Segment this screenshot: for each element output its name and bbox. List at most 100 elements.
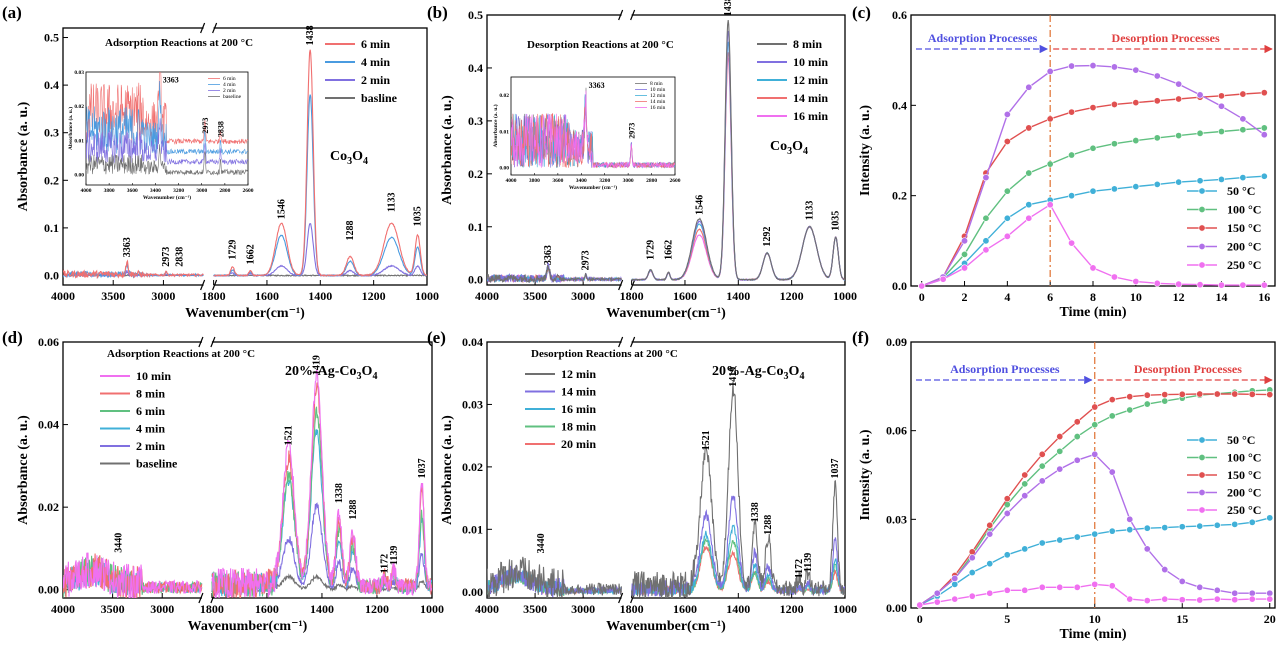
data-point <box>933 598 941 606</box>
legend-marker <box>1198 506 1206 514</box>
x-axis-title: Wavenumber(cm⁻¹) <box>606 306 726 321</box>
y-tick-label: 0.00 <box>886 601 907 615</box>
plot-frame <box>910 341 1276 609</box>
x-tick-label: 16 <box>1258 290 1270 304</box>
axis-break-mark <box>212 22 218 34</box>
data-point <box>1068 108 1076 116</box>
data-point <box>961 237 969 245</box>
x-tick-label: 14 <box>1215 290 1227 304</box>
adsorption-label: Adsorption Processes <box>950 362 1060 376</box>
x-axis-title: Wavenumber(cm⁻¹) <box>185 306 305 321</box>
data-point <box>1003 495 1011 503</box>
series-group <box>63 49 427 280</box>
data-point <box>1153 279 1161 287</box>
inset-series-line <box>86 72 248 146</box>
data-point <box>1089 264 1097 272</box>
axis-break-mark <box>198 336 204 348</box>
axis-break-mark <box>200 22 206 34</box>
peak-label: 1338 <box>750 502 761 522</box>
y-tick-label: 0.5 <box>44 31 59 45</box>
data-point <box>1196 583 1204 591</box>
y-tick-label: 0.00 <box>462 585 483 599</box>
legend-label: 10 min <box>793 55 828 69</box>
inset-x-tick-label: 4000 <box>506 178 517 184</box>
legend-label: 4 min <box>361 55 390 69</box>
x-tick-label: 1400 <box>726 602 750 616</box>
x-tick-label: 1000 <box>833 289 857 303</box>
x-tick-label: 1000 <box>833 602 857 616</box>
inset-series-group <box>511 87 675 169</box>
peak-label: 2838 <box>175 247 186 267</box>
inset-x-tick-label: 3600 <box>552 178 563 184</box>
series-line <box>211 406 432 597</box>
legend-marker <box>1198 488 1206 496</box>
inset-plot: 4000 3800 3600 3400 3200 3000 2800 2600 0.00 0.01… <box>492 76 681 191</box>
x-axis-title: Wavenumber(cm⁻¹) <box>188 619 308 634</box>
series-line <box>213 49 427 277</box>
data-point <box>1161 524 1169 532</box>
x-tick-label: 1600 <box>673 289 697 303</box>
data-point <box>1068 151 1076 159</box>
data-point <box>1003 214 1011 222</box>
plot-frame <box>486 14 846 286</box>
inset-x-tick-label: 3800 <box>529 178 540 184</box>
axis-break-gap <box>201 339 212 345</box>
y-tick-label: 0.04 <box>38 418 59 432</box>
data-point <box>1003 187 1011 195</box>
inset-series-group <box>86 72 248 176</box>
x-tick-label: 4000 <box>51 602 75 616</box>
peak-label: 1438 <box>305 25 316 45</box>
legend-label: 18 min <box>561 420 596 434</box>
y-tick-label: 0.6 <box>892 8 907 22</box>
data-point <box>1056 447 1064 455</box>
legend-label: 14 min <box>561 385 596 399</box>
legend-marker <box>1198 187 1206 195</box>
sample-label: Co3O4 <box>330 149 368 167</box>
data-point <box>1056 465 1064 473</box>
peak-label: 1438 <box>723 0 734 16</box>
data-point <box>986 521 994 529</box>
legend-marker <box>1198 243 1206 251</box>
data-point <box>1126 595 1134 603</box>
x-tick-label: 1400 <box>308 289 332 303</box>
data-point <box>1161 391 1169 399</box>
x-tick-label: 1800 <box>202 289 226 303</box>
x-tick-label: 1000 <box>415 289 439 303</box>
x-tick-label: 10 <box>1089 612 1101 626</box>
data-point <box>1021 471 1029 479</box>
panel-letter: (b) <box>427 3 448 22</box>
data-point <box>1046 201 1054 209</box>
y-axis-title: Absorbance (a. u.) <box>440 415 455 525</box>
peak-label: 1133 <box>805 201 816 220</box>
peak-label: 1037 <box>417 458 428 478</box>
data-point <box>1108 396 1116 404</box>
legend-label: 200 °C <box>1227 486 1261 500</box>
desorption-label: Desorption Processes <box>1134 362 1242 376</box>
inset-x-tick-label: 3200 <box>173 188 184 194</box>
data-point <box>1248 595 1256 603</box>
peak-label: 2973 <box>581 250 592 270</box>
data-point <box>1239 281 1247 289</box>
data-point <box>1046 115 1054 123</box>
data-point <box>1073 418 1081 426</box>
data-point <box>1260 172 1268 180</box>
y-tick-label: 0.03 <box>462 397 483 411</box>
data-point <box>1068 192 1076 200</box>
inset-x-tick-label: 3400 <box>150 188 161 194</box>
inset-legend-label: 16 min <box>650 105 666 111</box>
data-point <box>1153 180 1161 188</box>
legend-label: 250 °C <box>1227 258 1261 272</box>
legend-label: 12 min <box>793 73 828 87</box>
inset-y-tick-label: 0.01 <box>74 138 84 144</box>
peak-label: 1288 <box>348 500 359 520</box>
data-point <box>951 580 959 588</box>
inset-x-tick-label: 2800 <box>219 188 230 194</box>
data-point <box>1231 390 1239 398</box>
series-line <box>487 556 622 598</box>
axis-break-mark <box>618 592 624 604</box>
data-point <box>1021 545 1029 553</box>
sample-label: Co3O4 <box>770 139 808 157</box>
data-point <box>1089 62 1097 70</box>
peak-label: 1662 <box>663 240 674 260</box>
peak-label: 3363 <box>543 245 554 265</box>
